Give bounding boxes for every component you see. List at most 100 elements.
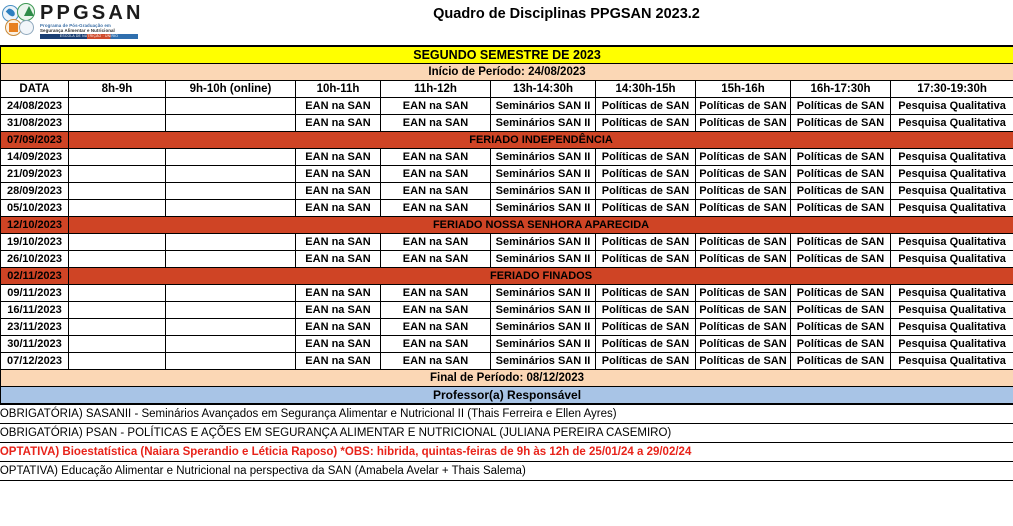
cell-9-0	[68, 249, 166, 268]
professor-label: Professor(a) Responsável	[0, 385, 1013, 404]
cell-4-4: Seminários SAN II	[490, 164, 596, 183]
cell-3-8: Pesquisa Qualitativa	[889, 147, 1013, 166]
column-header-4: 11h-12h	[380, 79, 491, 98]
row-date: 19/10/2023	[0, 232, 69, 251]
cell-13-4: Seminários SAN II	[490, 317, 596, 336]
cell-6-7: Políticas de SAN	[790, 198, 891, 217]
cell-11-3: EAN na SAN	[380, 283, 491, 302]
cell-11-4: Seminários SAN II	[490, 283, 596, 302]
row-date: 30/11/2023	[0, 334, 69, 353]
cell-1-1	[165, 113, 296, 132]
cell-5-2: EAN na SAN	[295, 181, 381, 200]
column-header-9: 17:30-19:30h	[889, 79, 1013, 98]
cell-4-3: EAN na SAN	[380, 164, 491, 183]
cell-0-3: EAN na SAN	[380, 96, 491, 115]
holiday-row: 07/09/2023 FERIADO INDEPENDÊNCIA	[0, 130, 1013, 149]
table-row: 31/08/2023 EAN na SAN EAN na SAN Seminários…	[0, 113, 1013, 132]
cell-4-5: Políticas de SAN	[595, 164, 696, 183]
table-row: 16/11/2023 EAN na SAN EAN na SAN Seminários…	[0, 300, 1013, 319]
row-date: 09/11/2023	[0, 283, 69, 302]
cell-6-6: Políticas de SAN	[695, 198, 791, 217]
holiday-row: 02/11/2023 FERIADO FINADOS	[0, 266, 1013, 285]
logo-color-bar: ESCOLA DE NUTRIÇÃO · UNIRIO	[40, 34, 138, 40]
cell-13-7: Políticas de SAN	[790, 317, 891, 336]
cell-15-1	[165, 351, 296, 370]
period-start-label: Início de Período: 24/08/2023	[0, 62, 1013, 81]
holiday-row: 12/10/2023 FERIADO NOSSA SENHORA APARECID…	[0, 215, 1013, 234]
row-date: 16/11/2023	[0, 300, 69, 319]
row-date: 14/09/2023	[0, 147, 69, 166]
cell-8-2: EAN na SAN	[295, 232, 381, 251]
cell-3-5: Políticas de SAN	[595, 147, 696, 166]
legend-text-2: (OPTATIVA) Bioestatística (Naiara Speran…	[0, 441, 1013, 462]
cell-5-4: Seminários SAN II	[490, 181, 596, 200]
row-date: 02/11/2023	[0, 266, 69, 285]
cell-3-1	[165, 147, 296, 166]
row-date: 26/10/2023	[0, 249, 69, 268]
row-date: 12/10/2023	[0, 215, 69, 234]
page-header: PPGSAN Programa de Pós-Graduação em Segu…	[0, 0, 1013, 45]
table-row: 24/08/2023 EAN na SAN EAN na SAN Seminários…	[0, 96, 1013, 115]
holiday-label: FERIADO NOSSA SENHORA APARECIDA	[67, 215, 1013, 234]
cell-11-6: Políticas de SAN	[695, 283, 791, 302]
row-date: 28/09/2023	[0, 181, 69, 200]
cell-5-6: Políticas de SAN	[695, 181, 791, 200]
cell-3-2: EAN na SAN	[295, 147, 381, 166]
row-date: 31/08/2023	[0, 113, 69, 132]
cell-13-2: EAN na SAN	[295, 317, 381, 336]
cell-4-8: Pesquisa Qualitativa	[889, 164, 1013, 183]
cell-13-3: EAN na SAN	[380, 317, 491, 336]
cell-12-4: Seminários SAN II	[490, 300, 596, 319]
page-title: Quadro de Disciplinas PPGSAN 2023.2	[433, 6, 700, 22]
cell-13-5: Políticas de SAN	[595, 317, 696, 336]
schedule-table: SEGUNDO SEMESTRE DE 2023 Início de Períod…	[0, 45, 1013, 404]
cell-6-5: Políticas de SAN	[595, 198, 696, 217]
semester-banner: SEGUNDO SEMESTRE DE 2023	[0, 45, 1013, 64]
row-date: 23/11/2023	[0, 317, 69, 336]
column-header-8: 16h-17:30h	[790, 79, 891, 98]
cell-6-1	[165, 198, 296, 217]
cell-9-4: Seminários SAN II	[490, 249, 596, 268]
cell-6-0	[68, 198, 166, 217]
cell-15-0	[68, 351, 166, 370]
cell-3-0	[68, 147, 166, 166]
legend-row: (OPTATIVA) Bioestatística (Naiara Speran…	[0, 441, 1013, 462]
cell-0-7: Políticas de SAN	[790, 96, 891, 115]
cell-14-5: Políticas de SAN	[595, 334, 696, 353]
cell-12-1	[165, 300, 296, 319]
cell-12-6: Políticas de SAN	[695, 300, 791, 319]
table-row: 05/10/2023 EAN na SAN EAN na SAN Seminários…	[0, 198, 1013, 217]
cell-0-2: EAN na SAN	[295, 96, 381, 115]
cell-4-6: Políticas de SAN	[695, 164, 791, 183]
cell-14-2: EAN na SAN	[295, 334, 381, 353]
cell-5-8: Pesquisa Qualitativa	[889, 181, 1013, 200]
table-row: 30/11/2023 EAN na SAN EAN na SAN Seminários…	[0, 334, 1013, 353]
legend-table: (OBRIGATÓRIA) SASANII - Seminários Avanç…	[0, 403, 1013, 481]
cell-13-6: Políticas de SAN	[695, 317, 791, 336]
column-header-0: DATA	[0, 79, 69, 98]
cell-9-1	[165, 249, 296, 268]
period-end-label: Final de Período: 08/12/2023	[0, 368, 1013, 387]
cell-4-0	[68, 164, 166, 183]
cell-3-4: Seminários SAN II	[490, 147, 596, 166]
cell-11-1	[165, 283, 296, 302]
cell-9-2: EAN na SAN	[295, 249, 381, 268]
cell-14-8: Pesquisa Qualitativa	[889, 334, 1013, 353]
square-icon	[9, 23, 18, 32]
cell-3-7: Políticas de SAN	[790, 147, 891, 166]
cell-11-5: Políticas de SAN	[595, 283, 696, 302]
table-header-row: DATA 8h-9h 9h-10h (online) 10h-11h 11h-12h 13…	[0, 79, 1013, 98]
logo-subtitle-line2: Segurança Alimentar e Nutricional	[40, 27, 115, 33]
cell-12-7: Políticas de SAN	[790, 300, 891, 319]
column-header-2: 9h-10h (online)	[165, 79, 296, 98]
cell-1-2: EAN na SAN	[295, 113, 381, 132]
cell-3-6: Políticas de SAN	[695, 147, 791, 166]
table-row: 26/10/2023 EAN na SAN EAN na SAN Seminários…	[0, 249, 1013, 268]
cell-4-2: EAN na SAN	[295, 164, 381, 183]
legend-row: (OBRIGATÓRIA) SASANII - Seminários Avanç…	[0, 403, 1013, 424]
column-header-5: 13h-14:30h	[490, 79, 596, 98]
cell-13-1	[165, 317, 296, 336]
cell-15-4: Seminários SAN II	[490, 351, 596, 370]
table-row: 21/09/2023 EAN na SAN EAN na SAN Seminários…	[0, 164, 1013, 183]
